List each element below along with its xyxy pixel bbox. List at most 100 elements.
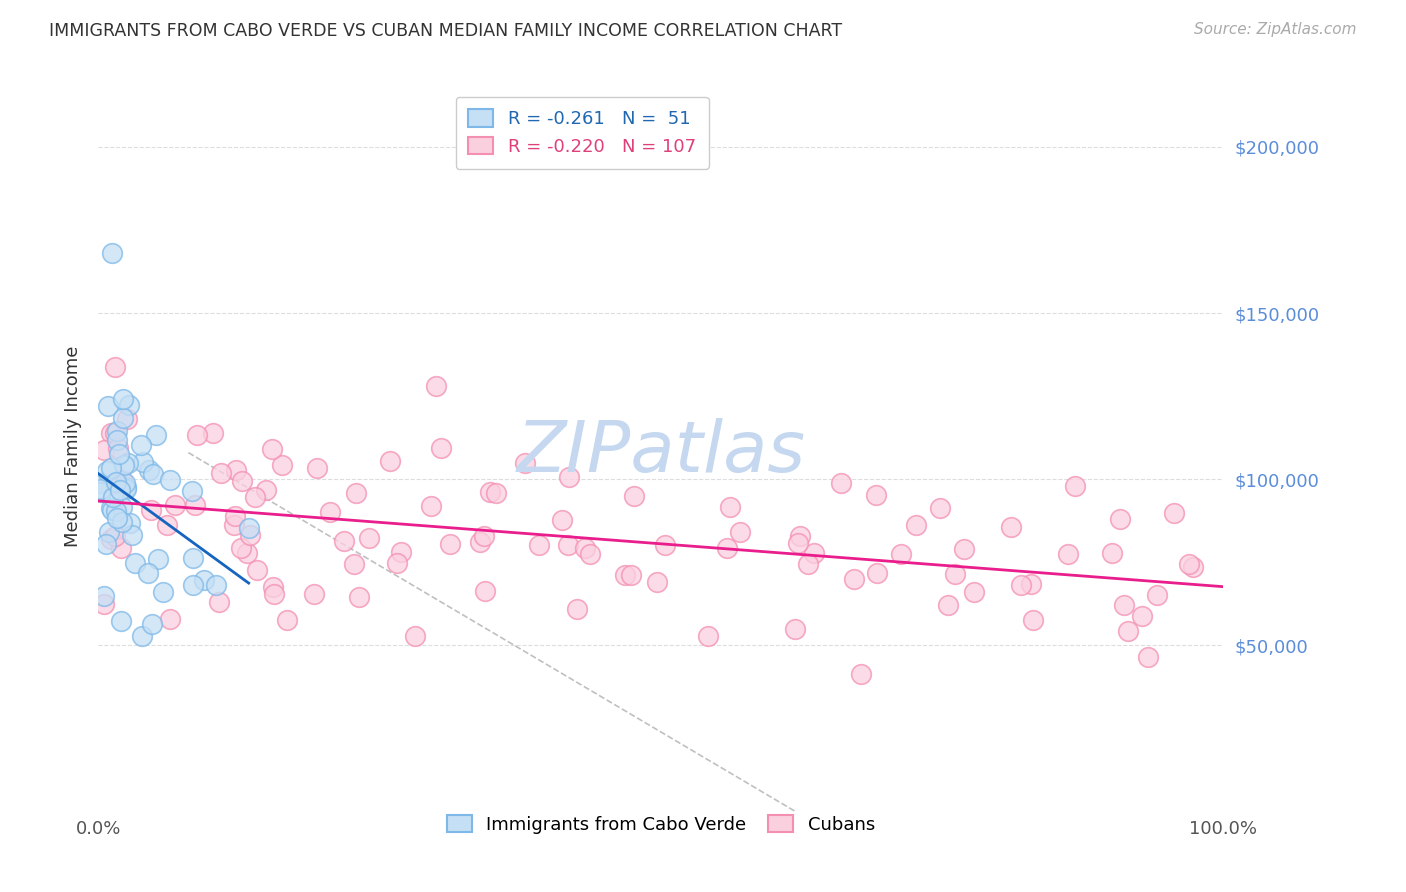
Point xyxy=(231,474,253,488)
Point xyxy=(132,454,155,468)
Point xyxy=(100,460,122,475)
Point xyxy=(224,509,246,524)
Point xyxy=(110,614,132,628)
Point xyxy=(263,587,285,601)
Point xyxy=(104,360,127,375)
Point xyxy=(1057,547,1080,561)
Point xyxy=(139,503,162,517)
Point xyxy=(245,490,267,504)
Point xyxy=(380,454,402,468)
Point xyxy=(181,550,204,565)
Point xyxy=(165,498,187,512)
Point xyxy=(100,500,122,515)
Point xyxy=(304,586,326,600)
Point xyxy=(474,584,496,599)
Point xyxy=(963,584,986,599)
Point xyxy=(93,442,115,457)
Point xyxy=(238,521,260,535)
Point xyxy=(347,590,370,604)
Point xyxy=(184,498,207,512)
Point xyxy=(193,573,215,587)
Point xyxy=(111,392,134,406)
Point xyxy=(262,580,284,594)
Point xyxy=(124,557,146,571)
Point xyxy=(105,510,128,524)
Point xyxy=(181,578,204,592)
Y-axis label: Median Family Income: Median Family Income xyxy=(63,345,82,547)
Point xyxy=(104,426,127,441)
Point xyxy=(1101,546,1123,560)
Point xyxy=(156,517,179,532)
Point xyxy=(527,538,550,552)
Point xyxy=(111,515,134,529)
Point xyxy=(104,529,127,543)
Point xyxy=(359,531,381,545)
Point xyxy=(1063,479,1085,493)
Point xyxy=(112,458,135,472)
Point xyxy=(620,568,643,582)
Point xyxy=(468,535,491,549)
Point xyxy=(112,411,135,425)
Point xyxy=(1022,613,1045,627)
Point xyxy=(558,470,581,484)
Point xyxy=(478,484,501,499)
Point xyxy=(319,505,342,519)
Text: ZIPatlas: ZIPatlas xyxy=(516,418,806,487)
Point xyxy=(1146,588,1168,602)
Point xyxy=(205,578,228,592)
Point xyxy=(1136,650,1159,665)
Point xyxy=(138,463,160,477)
Point xyxy=(425,379,447,393)
Point xyxy=(276,613,298,627)
Point xyxy=(865,566,887,580)
Point xyxy=(100,533,122,547)
Point xyxy=(254,483,277,498)
Point xyxy=(129,438,152,452)
Point xyxy=(110,541,132,555)
Point xyxy=(222,517,245,532)
Point xyxy=(830,475,852,490)
Point xyxy=(385,557,408,571)
Legend: Immigrants from Cabo Verde, Cubans: Immigrants from Cabo Verde, Cubans xyxy=(434,803,887,847)
Point xyxy=(613,567,636,582)
Point xyxy=(578,547,600,561)
Point xyxy=(889,547,911,561)
Point xyxy=(208,595,231,609)
Point xyxy=(270,458,292,472)
Point xyxy=(107,441,129,455)
Point xyxy=(904,518,927,533)
Point xyxy=(239,528,262,542)
Point xyxy=(117,412,139,426)
Point xyxy=(865,488,887,502)
Point xyxy=(953,541,976,556)
Point xyxy=(1019,577,1042,591)
Point xyxy=(145,427,167,442)
Point xyxy=(90,484,112,499)
Point xyxy=(803,546,825,560)
Point xyxy=(1178,557,1201,571)
Point xyxy=(100,426,122,441)
Point xyxy=(90,476,112,491)
Point xyxy=(152,584,174,599)
Point xyxy=(108,483,131,498)
Point xyxy=(114,480,136,494)
Point xyxy=(114,482,136,496)
Point xyxy=(117,456,139,470)
Point xyxy=(844,572,866,586)
Point xyxy=(103,490,125,504)
Point xyxy=(1109,511,1132,525)
Point xyxy=(936,598,959,612)
Point xyxy=(551,513,574,527)
Point xyxy=(121,527,143,541)
Point xyxy=(797,557,820,571)
Text: IMMIGRANTS FROM CABO VERDE VS CUBAN MEDIAN FAMILY INCOME CORRELATION CHART: IMMIGRANTS FROM CABO VERDE VS CUBAN MEDI… xyxy=(49,22,842,40)
Point xyxy=(1130,609,1153,624)
Point xyxy=(141,617,163,632)
Point xyxy=(419,499,441,513)
Point xyxy=(159,612,181,626)
Point xyxy=(1010,578,1032,592)
Point xyxy=(209,467,232,481)
Point xyxy=(118,516,141,530)
Point xyxy=(849,666,872,681)
Point xyxy=(101,246,124,260)
